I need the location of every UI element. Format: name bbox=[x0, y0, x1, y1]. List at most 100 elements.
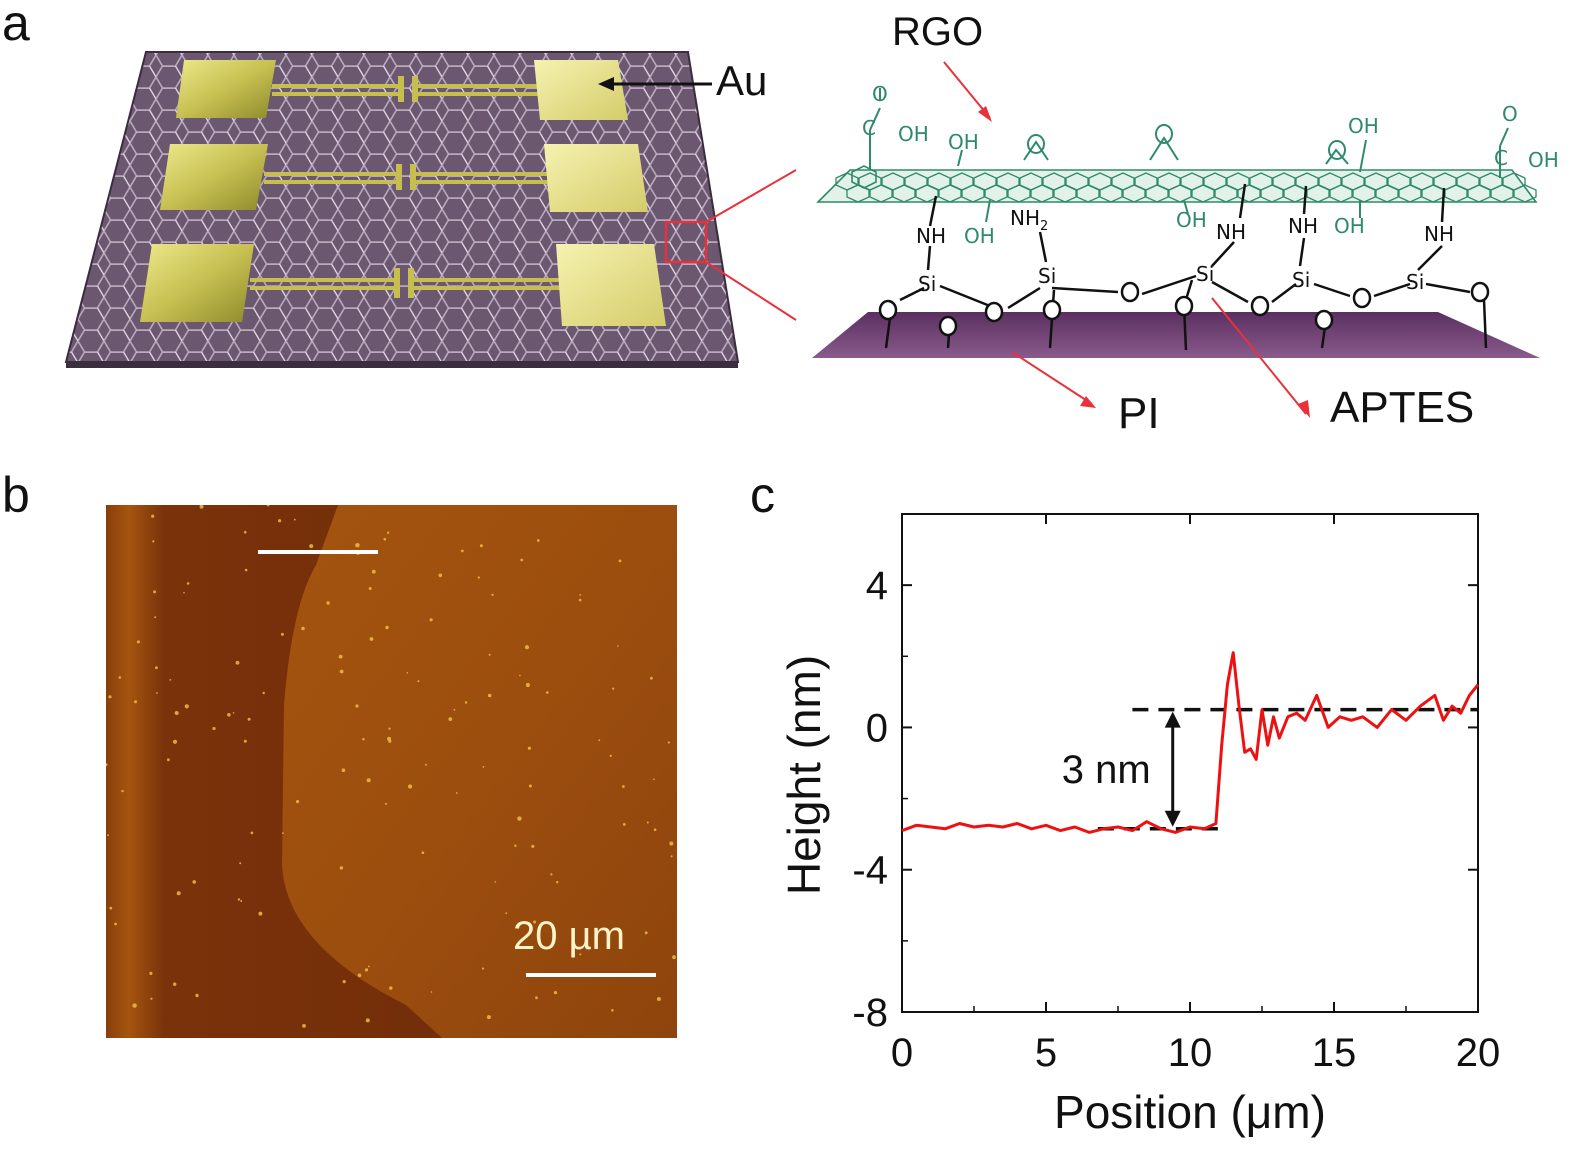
afm-speckle bbox=[156, 692, 158, 694]
chem-nh2-sub: 2 bbox=[1040, 219, 1049, 234]
afm-speckle bbox=[385, 802, 387, 805]
rgo-hex-cell bbox=[1306, 184, 1330, 203]
afm-speckle bbox=[669, 841, 674, 846]
chem-c-right: C bbox=[1494, 146, 1508, 170]
label-au: Au bbox=[716, 57, 768, 104]
rgo-hex-cell bbox=[1490, 184, 1514, 203]
rgo-hex-cell bbox=[1444, 184, 1468, 203]
afm-image: 20 µm bbox=[106, 505, 677, 1038]
afm-speckle bbox=[132, 1003, 137, 1008]
chem-c-left: C bbox=[862, 116, 876, 140]
afm-speckle bbox=[364, 968, 369, 972]
afm-speckle bbox=[477, 576, 480, 579]
afm-speckle bbox=[371, 569, 376, 574]
afm-speckle bbox=[406, 672, 409, 674]
afm-speckle bbox=[525, 682, 530, 688]
rgo-hex-cell bbox=[1053, 184, 1077, 203]
afm-speckle bbox=[339, 669, 344, 674]
afm-speckle bbox=[430, 991, 433, 993]
afm-speckle bbox=[611, 1009, 614, 1012]
afm-speckle bbox=[368, 587, 372, 590]
afm-speckle bbox=[355, 704, 359, 708]
afm-speckle bbox=[172, 739, 178, 744]
afm-speckle bbox=[486, 1015, 491, 1020]
afm-speckle bbox=[355, 543, 360, 548]
afm-speckle bbox=[243, 739, 247, 743]
afm-speckle bbox=[239, 862, 242, 865]
x-tick-label: 5 bbox=[1035, 1031, 1057, 1075]
afm-speckle bbox=[408, 784, 413, 789]
electrode-row-3 bbox=[140, 244, 666, 326]
afm-speckle bbox=[656, 997, 661, 1001]
afm-speckle bbox=[342, 980, 346, 984]
panel-letter-a: a bbox=[2, 0, 30, 51]
afm-speckle bbox=[388, 739, 392, 743]
afm-speckle bbox=[258, 911, 263, 916]
afm-speckle bbox=[166, 758, 170, 762]
x-tick-label: 15 bbox=[1312, 1031, 1357, 1075]
afm-speckle bbox=[301, 626, 305, 631]
afm-speckle bbox=[429, 618, 433, 622]
afm-speckle bbox=[385, 625, 389, 630]
rgo-hex-cell bbox=[1352, 184, 1376, 203]
afm-speckle bbox=[296, 800, 300, 804]
afm-speckle bbox=[282, 832, 284, 834]
panel-letter-c: c bbox=[750, 467, 775, 523]
chem-si-2: Si bbox=[1038, 264, 1057, 288]
label-aptes: APTES bbox=[1330, 383, 1475, 432]
afm-speckle bbox=[514, 844, 517, 847]
chem-oh-1: OH bbox=[948, 130, 979, 154]
afm-speckle bbox=[152, 540, 155, 543]
afm-speckle bbox=[546, 691, 549, 694]
afm-speckle bbox=[262, 691, 265, 695]
afm-speckle bbox=[505, 912, 508, 915]
afm-speckle bbox=[653, 778, 655, 780]
afm-speckle bbox=[227, 713, 231, 717]
chem-oh-4: OH bbox=[1348, 114, 1379, 138]
afm-speckle bbox=[309, 544, 314, 549]
y-tick-label: 4 bbox=[866, 564, 888, 608]
afm-speckle bbox=[365, 1018, 370, 1023]
y-axis-label: Height (nm) bbox=[778, 655, 830, 895]
afm-speckle bbox=[280, 632, 284, 636]
chem-si-4: Si bbox=[1292, 268, 1311, 292]
afm-speckle bbox=[154, 616, 157, 619]
afm-speckle bbox=[109, 906, 113, 910]
height-profile-line bbox=[901, 651, 1480, 834]
rgo-hex-cell bbox=[915, 184, 939, 203]
rgo-hex-cell bbox=[1007, 184, 1031, 203]
x-tick-label: 10 bbox=[1168, 1031, 1213, 1075]
x-tick-label: 0 bbox=[891, 1031, 913, 1075]
chem-si-5: Si bbox=[1406, 270, 1425, 294]
chem-oh-2: OH bbox=[964, 224, 995, 248]
afm-speckle bbox=[482, 766, 485, 768]
panel-letter-b: b bbox=[2, 467, 30, 523]
rgo-hex-cell bbox=[961, 184, 985, 203]
afm-speckle bbox=[150, 997, 153, 1000]
chem-nh-5: NH bbox=[1424, 222, 1454, 246]
afm-speckle bbox=[520, 558, 524, 562]
afm-speckle bbox=[121, 789, 124, 793]
afm-speckle bbox=[417, 680, 420, 683]
afm-speckle bbox=[278, 519, 282, 523]
rgo-hex-cell bbox=[938, 184, 962, 203]
afm-speckle bbox=[153, 590, 157, 594]
afm-speckle bbox=[134, 700, 137, 704]
afm-speckle bbox=[136, 640, 140, 644]
electrode-row-2 bbox=[160, 144, 648, 212]
label-rgo: RGO bbox=[892, 10, 984, 54]
afm-speckle bbox=[609, 754, 612, 757]
afm-speckle bbox=[338, 654, 343, 659]
afm-speckle bbox=[448, 717, 453, 721]
rgo-hex-cell bbox=[1191, 184, 1215, 203]
afm-speckle bbox=[192, 880, 196, 884]
afm-speckle bbox=[243, 530, 247, 534]
afm-speckle bbox=[481, 967, 485, 970]
rgo-hex-cell bbox=[1099, 184, 1123, 203]
afm-speckle bbox=[578, 598, 582, 602]
rgo-hex-cell bbox=[1329, 184, 1353, 203]
afm-speckle bbox=[494, 881, 497, 883]
afm-speckle bbox=[107, 834, 109, 837]
